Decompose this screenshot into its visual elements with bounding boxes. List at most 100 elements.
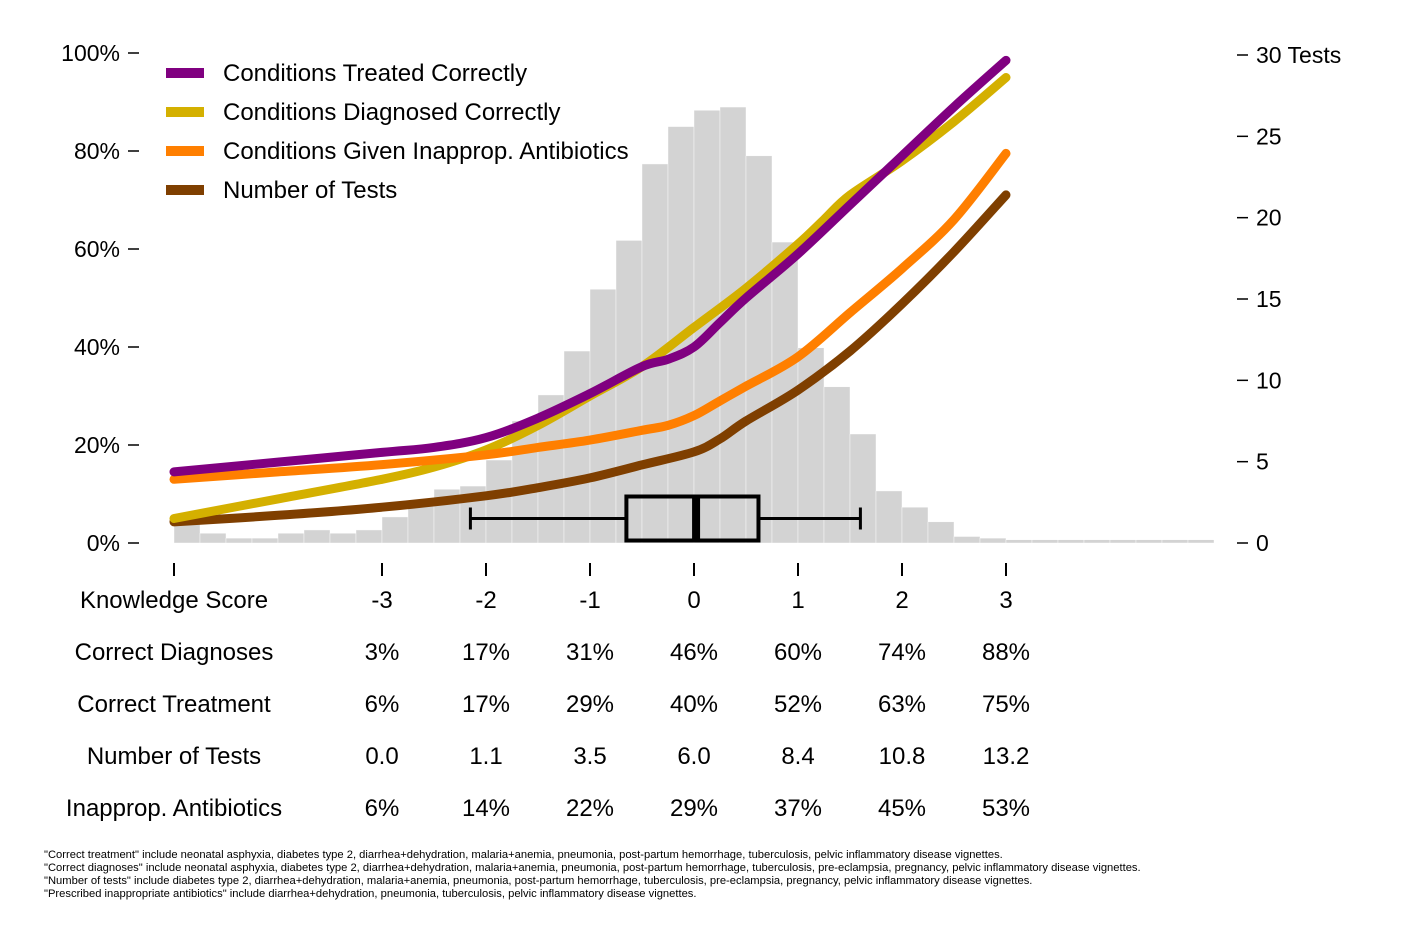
histogram-bar xyxy=(823,386,851,544)
histogram-bar xyxy=(953,536,981,544)
table-cell: 1.1 xyxy=(469,743,502,770)
table-cell: 37% xyxy=(774,795,822,822)
x-axis-tick-label: 1 xyxy=(791,587,804,614)
x-axis: Knowledge Score -3 -2 -1 0 1 2 3 xyxy=(80,563,1013,614)
x-axis-tick-label: -3 xyxy=(371,587,392,614)
legend: Conditions Treated Correctly Conditions D… xyxy=(166,60,629,204)
histogram-bar xyxy=(1109,539,1137,544)
histogram-bar xyxy=(901,507,929,544)
table-cell: 88% xyxy=(982,639,1030,666)
left-axis-tick-label: 0% xyxy=(87,530,120,556)
x-axis-tick-label: 2 xyxy=(895,587,908,614)
histogram-bar xyxy=(719,106,747,544)
histogram-bar xyxy=(485,459,513,544)
footnote: "Prescribed inappropriate antibiotics" i… xyxy=(44,888,697,900)
x-axis-tick-label: -1 xyxy=(579,587,600,614)
histogram-bar xyxy=(381,516,409,544)
histogram-bar xyxy=(1057,539,1085,544)
table-row-label: Correct Treatment xyxy=(77,691,271,718)
table-cell: 6% xyxy=(365,795,400,822)
x-axis-tick-label: 0 xyxy=(687,587,700,614)
footnotes: "Correct treatment" include neonatal asp… xyxy=(44,849,1404,901)
left-axis-tick-label: 20% xyxy=(74,432,120,458)
series-line-conditions-given-inapprop-antibiotics xyxy=(169,148,1011,484)
table-cell: 13.2 xyxy=(983,743,1030,770)
histogram-bar xyxy=(251,537,279,544)
table-row-label: Inapprop. Antibiotics xyxy=(66,795,282,822)
x-axis-tick-label: -2 xyxy=(475,587,496,614)
right-axis-tick-label: 5 xyxy=(1256,449,1269,475)
histogram-bar xyxy=(277,533,305,544)
table-cell: 31% xyxy=(566,639,614,666)
table-cell: 60% xyxy=(774,639,822,666)
table-row-label: Correct Diagnoses xyxy=(75,639,274,666)
table-cell: 0.0 xyxy=(365,743,398,770)
table-cell: 22% xyxy=(566,795,614,822)
histogram-bar xyxy=(979,537,1007,544)
left-axis-tick-label: 60% xyxy=(74,236,120,262)
histogram-bar xyxy=(745,155,773,544)
table-cell: 52% xyxy=(774,691,822,718)
histogram-bar xyxy=(849,433,877,544)
table-cell: 17% xyxy=(462,639,510,666)
table-cell: 29% xyxy=(566,691,614,718)
table-cell: 29% xyxy=(670,795,718,822)
right-axis-tick-label: 10 xyxy=(1256,367,1282,393)
series-line-number-of-tests xyxy=(169,190,1011,527)
histogram-bar xyxy=(1161,539,1189,544)
histogram-bar xyxy=(511,420,539,544)
legend-label: Conditions Given Inapprop. Antibiotics xyxy=(223,138,629,165)
legend-label: Number of Tests xyxy=(223,177,397,204)
table-cell: 53% xyxy=(982,795,1030,822)
table-cell: 3% xyxy=(365,639,400,666)
legend-label: Conditions Diagnosed Correctly xyxy=(223,99,561,126)
x-axis-tick-label: 3 xyxy=(999,587,1012,614)
histogram-bar xyxy=(875,490,903,544)
table-cell: 14% xyxy=(462,795,510,822)
left-axis-tick-label: 40% xyxy=(74,334,120,360)
table-row-label: Number of Tests xyxy=(87,743,261,770)
table-cell: 17% xyxy=(462,691,510,718)
table-cell: 63% xyxy=(878,691,926,718)
right-axis-tick-label: 30 Tests xyxy=(1256,42,1341,68)
right-axis-tick-label: 15 xyxy=(1256,286,1282,312)
histogram-bar xyxy=(1005,539,1033,544)
left-y-axis: 0% 20% 40% 60% 80% 100% xyxy=(61,40,139,556)
table-cell: 46% xyxy=(670,639,718,666)
histogram-bar xyxy=(1031,539,1059,544)
table-cell: 45% xyxy=(878,795,926,822)
histogram-bar xyxy=(927,521,955,544)
histogram-bar xyxy=(199,533,227,544)
table-cell: 74% xyxy=(878,639,926,666)
table-cell: 10.8 xyxy=(879,743,926,770)
table-cell: 75% xyxy=(982,691,1030,718)
histogram-bar xyxy=(355,529,383,544)
series-line-conditions-treated-correctly xyxy=(169,55,1011,477)
footnote: "Correct treatment" include neonatal asp… xyxy=(44,849,1003,861)
histogram-bar xyxy=(615,240,643,544)
footnote: "Correct diagnoses" include neonatal asp… xyxy=(44,862,1141,874)
left-axis-tick-label: 100% xyxy=(61,40,120,66)
histogram-bar xyxy=(303,529,331,544)
table-cell: 3.5 xyxy=(573,743,606,770)
summary-table: Correct Diagnoses 3% 17% 31% 46% 60% 74% 88% Cor… xyxy=(66,639,1030,822)
series-lines xyxy=(169,55,1011,527)
histogram-bar xyxy=(1187,539,1215,544)
footnote: "Number of tests" include diabetes type … xyxy=(44,875,1033,887)
histogram-bar xyxy=(407,502,435,544)
right-y-axis: 0 5 10 15 20 25 30 Tests xyxy=(1237,42,1341,556)
histogram-bar xyxy=(589,289,617,544)
left-axis-tick-label: 80% xyxy=(74,138,120,164)
histogram-bar xyxy=(225,537,253,544)
histogram-bar xyxy=(1083,539,1111,544)
histogram-bar xyxy=(329,533,357,544)
table-cell: 8.4 xyxy=(781,743,814,770)
x-axis-label: Knowledge Score xyxy=(80,587,268,614)
histogram xyxy=(173,106,1215,544)
table-cell: 40% xyxy=(670,691,718,718)
table-cell: 6.0 xyxy=(677,743,710,770)
table-cell: 6% xyxy=(365,691,400,718)
histogram-bar xyxy=(1135,539,1163,544)
right-axis-tick-label: 25 xyxy=(1256,123,1282,149)
